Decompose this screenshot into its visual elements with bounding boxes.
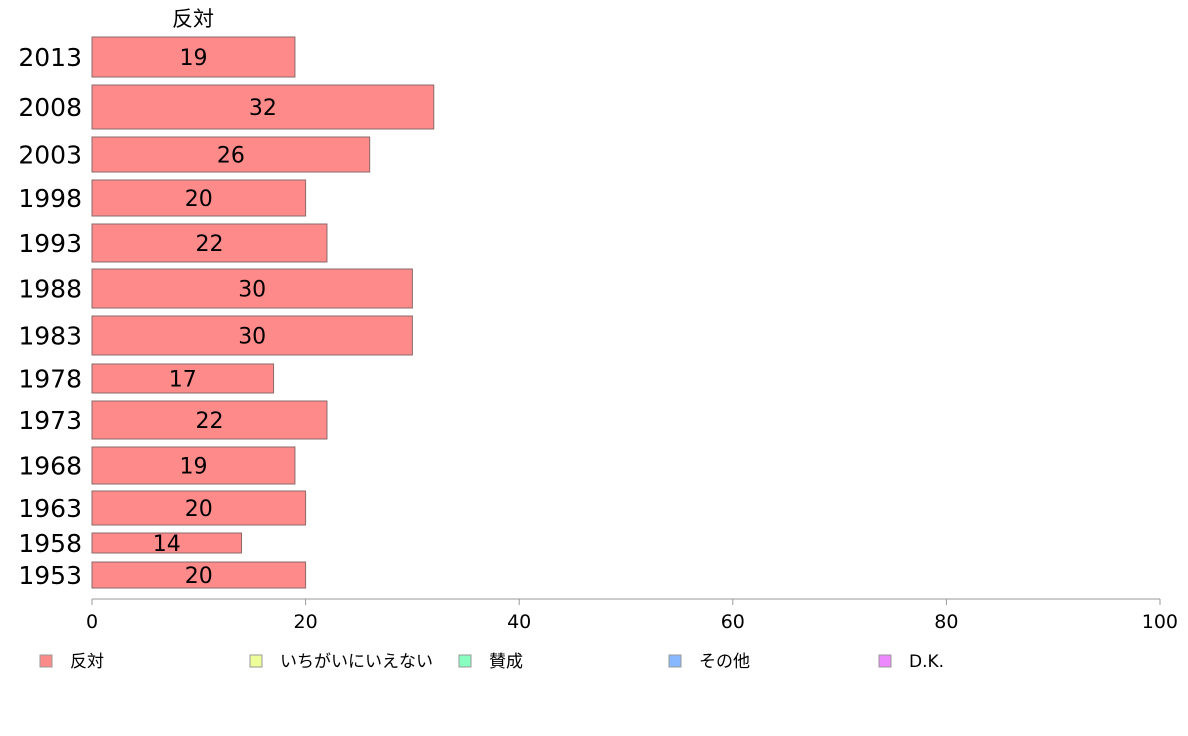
bar-value-label: 22 xyxy=(195,409,223,434)
y-tick-label: 1988 xyxy=(18,275,82,304)
x-tick-label: 100 xyxy=(1142,611,1178,633)
bar xyxy=(91,136,371,173)
bar-value-label: 22 xyxy=(195,232,223,257)
bar xyxy=(91,268,413,309)
bar xyxy=(91,315,413,356)
bar-value-label: 30 xyxy=(238,325,266,350)
y-tick-label: 2013 xyxy=(18,43,82,72)
legend-label: 賛成 xyxy=(489,652,523,672)
chart-title: 反対 xyxy=(172,7,214,31)
bar xyxy=(91,400,328,440)
legend-swatch xyxy=(249,654,263,668)
x-tick-label: 0 xyxy=(86,611,98,633)
y-tick-label: 1983 xyxy=(18,322,82,351)
y-tick-label: 1958 xyxy=(18,529,82,558)
bar-value-label: 26 xyxy=(217,144,245,169)
bar xyxy=(91,363,275,394)
bars-layer: 2013 19 2008 32 2003 26 1998 20 1993 22 1988 30 1983… xyxy=(18,36,435,590)
bar-value-label: 20 xyxy=(185,187,213,212)
y-tick-label: 1953 xyxy=(18,561,82,590)
y-tick-label: 1968 xyxy=(18,452,82,481)
legend-swatch xyxy=(458,654,472,668)
bar-value-label: 30 xyxy=(238,278,266,303)
y-tick-label: 2008 xyxy=(18,93,82,122)
bar xyxy=(91,532,243,554)
bar xyxy=(91,84,435,130)
x-tick-label: 20 xyxy=(294,611,318,633)
legend-label: その他 xyxy=(699,652,750,672)
bar xyxy=(91,561,307,589)
y-tick-label: 1973 xyxy=(18,406,82,435)
bar xyxy=(91,36,296,78)
legend-label: 反対 xyxy=(70,652,104,672)
bar-value-label: 20 xyxy=(185,564,213,589)
bar-value-label: 19 xyxy=(179,46,207,71)
x-tick-label: 80 xyxy=(934,611,958,633)
bar xyxy=(91,223,328,263)
bar xyxy=(91,490,307,526)
bar-value-label: 17 xyxy=(169,368,197,393)
bar-value-label: 19 xyxy=(179,455,207,480)
bar xyxy=(91,446,296,485)
x-tick-label: 40 xyxy=(507,611,531,633)
legend-swatch xyxy=(668,654,682,668)
legend-swatch xyxy=(878,654,892,668)
x-axis: 0 20 40 60 80 100 xyxy=(86,598,1178,633)
legend-swatch xyxy=(39,654,53,668)
legend-label: D.K. xyxy=(909,652,944,672)
legend: 反対 いちがいにいえない 賛成 その他 D.K. xyxy=(39,652,944,672)
y-tick-label: 1998 xyxy=(18,184,82,213)
y-tick-label: 1963 xyxy=(18,494,82,523)
y-tick-label: 1978 xyxy=(18,365,82,394)
y-tick-label: 1993 xyxy=(18,229,82,258)
y-tick-label: 2003 xyxy=(18,141,82,170)
x-tick-label: 60 xyxy=(721,611,745,633)
bar-value-label: 32 xyxy=(249,96,277,121)
bar xyxy=(91,179,307,217)
legend-label: いちがいにいえない xyxy=(280,652,433,672)
bar-value-label: 20 xyxy=(185,497,213,522)
bar-value-label: 14 xyxy=(153,532,181,557)
